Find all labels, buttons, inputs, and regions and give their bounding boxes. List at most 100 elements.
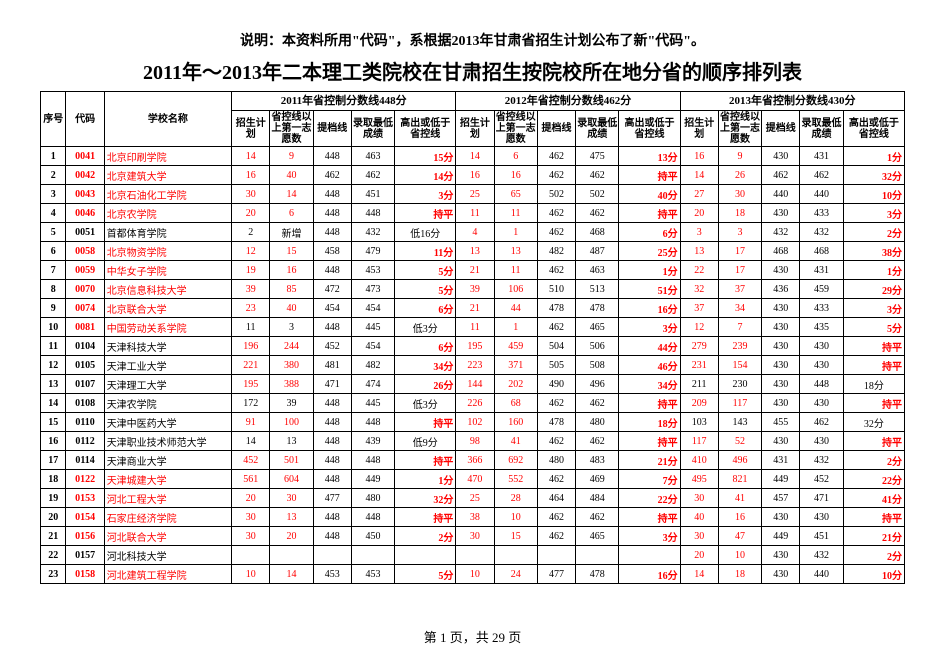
tidang-cell: 430 — [762, 318, 800, 337]
plan-cell: 21 — [456, 261, 494, 280]
col-pref-13: 省控线以上第一志愿数 — [718, 111, 761, 147]
table-row: 130107天津理工大学19538847147426分1442024904963… — [41, 375, 905, 394]
tidang-cell: 448 — [313, 451, 351, 470]
table-row: 30043北京石油化工学院30144484513分256550250240分27… — [41, 185, 905, 204]
luqu-cell: 430 — [800, 508, 843, 527]
page-footer: 第 1 页，共 29 页 — [0, 627, 945, 646]
tidang-cell: 462 — [537, 147, 575, 166]
luqu-cell: 440 — [800, 185, 843, 204]
diff-cell — [619, 546, 680, 565]
seq-cell: 12 — [41, 356, 66, 375]
tidang-cell: 430 — [762, 299, 800, 318]
tidang-cell: 462 — [537, 432, 575, 451]
table-row: 220157河北科技大学20104304322分 — [41, 546, 905, 565]
plan-cell: 221 — [232, 356, 270, 375]
tidang-cell: 504 — [537, 337, 575, 356]
tidang-cell: 430 — [762, 356, 800, 375]
plan-cell: 2 — [232, 223, 270, 242]
diff-cell: 18分 — [843, 375, 904, 394]
luqu-cell: 430 — [800, 432, 843, 451]
table-head: 序号 代码 学校名称 2011年省控制分数线448分 2012年省控制分数线46… — [41, 92, 905, 147]
diff-cell: 21分 — [619, 451, 680, 470]
tidang-cell: 462 — [537, 527, 575, 546]
diff-cell: 低3分 — [395, 394, 456, 413]
diff-cell — [395, 546, 456, 565]
luqu-cell: 453 — [351, 565, 394, 584]
name-cell: 北京联合大学 — [104, 299, 231, 318]
table-row: 50051首都体育学院2新增448432低16分414624686分334324… — [41, 223, 905, 242]
diff-cell: 18分 — [619, 413, 680, 432]
seq-cell: 9 — [41, 299, 66, 318]
diff-cell: 14分 — [395, 166, 456, 185]
diff-cell: 16分 — [619, 565, 680, 584]
code-cell: 0042 — [66, 166, 104, 185]
code-cell: 0105 — [66, 356, 104, 375]
code-cell: 0108 — [66, 394, 104, 413]
tidang-cell: 462 — [537, 204, 575, 223]
diff-cell: 低16分 — [395, 223, 456, 242]
main-title: 2011年～2013年二本理工类院校在甘肃招生按院校所在地分省的顺序排列表 — [40, 56, 905, 85]
luqu-cell: 487 — [576, 242, 619, 261]
plan-cell: 410 — [680, 451, 718, 470]
luqu-cell: 462 — [576, 508, 619, 527]
diff-cell: 持平 — [619, 432, 680, 451]
luqu-cell: 482 — [351, 356, 394, 375]
pref-cell: 1 — [494, 223, 537, 242]
name-cell: 中华女子学院 — [104, 261, 231, 280]
col-diff-13: 高出或低于省控线 — [843, 111, 904, 147]
tidang-cell: 448 — [313, 223, 351, 242]
plan-cell: 14 — [680, 166, 718, 185]
tidang-cell: 448 — [313, 470, 351, 489]
tidang-cell: 430 — [762, 394, 800, 413]
diff-cell: 2分 — [843, 223, 904, 242]
plan-cell: 30 — [680, 489, 718, 508]
luqu-cell: 463 — [576, 261, 619, 280]
tidang-cell: 462 — [537, 470, 575, 489]
pref-cell: 30 — [718, 185, 761, 204]
col-plan-13: 招生计划 — [680, 111, 718, 147]
luqu-cell: 483 — [576, 451, 619, 470]
diff-cell: 1分 — [619, 261, 680, 280]
diff-cell: 7分 — [619, 470, 680, 489]
seq-cell: 3 — [41, 185, 66, 204]
plan-cell: 20 — [680, 204, 718, 223]
diff-cell: 29分 — [843, 280, 904, 299]
luqu-cell: 430 — [800, 356, 843, 375]
table-row: 140108天津农学院17239448445低3分22668462462持平20… — [41, 394, 905, 413]
luqu-cell: 454 — [351, 299, 394, 318]
plan-cell: 40 — [680, 508, 718, 527]
luqu-cell: 469 — [576, 470, 619, 489]
table-row: 80070北京信息科技大学39854724735分3910651051351分3… — [41, 280, 905, 299]
tidang-cell: 477 — [313, 489, 351, 508]
seq-cell: 8 — [41, 280, 66, 299]
luqu-cell: 496 — [576, 375, 619, 394]
seq-cell: 20 — [41, 508, 66, 527]
diff-cell: 21分 — [843, 527, 904, 546]
tidang-cell: 464 — [537, 489, 575, 508]
plan-cell: 13 — [680, 242, 718, 261]
tidang-cell: 505 — [537, 356, 575, 375]
plan-cell: 30 — [232, 508, 270, 527]
data-table: 序号 代码 学校名称 2011年省控制分数线448分 2012年省控制分数线46… — [40, 91, 905, 584]
code-cell: 0074 — [66, 299, 104, 318]
tidang-cell: 448 — [313, 413, 351, 432]
name-cell: 河北建筑工程学院 — [104, 565, 231, 584]
luqu-cell: 448 — [351, 508, 394, 527]
tidang-cell: 478 — [537, 413, 575, 432]
tidang-cell: 455 — [762, 413, 800, 432]
tidang-cell: 462 — [537, 508, 575, 527]
plan-cell: 39 — [456, 280, 494, 299]
pref-cell: 459 — [494, 337, 537, 356]
pref-cell: 6 — [494, 147, 537, 166]
pref-cell: 44 — [494, 299, 537, 318]
pref-cell: 380 — [270, 356, 313, 375]
tidang-cell: 430 — [762, 147, 800, 166]
seq-cell: 5 — [41, 223, 66, 242]
luqu-cell: 479 — [351, 242, 394, 261]
plan-cell: 20 — [232, 204, 270, 223]
pref-cell: 18 — [718, 204, 761, 223]
pref-cell: 13 — [270, 508, 313, 527]
luqu-cell: 471 — [800, 489, 843, 508]
seq-cell: 16 — [41, 432, 66, 451]
tidang-cell: 448 — [313, 185, 351, 204]
